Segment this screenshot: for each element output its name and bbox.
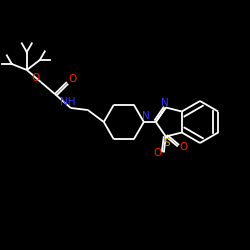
Text: O: O [180, 142, 188, 152]
Text: O: O [32, 73, 40, 83]
Text: N: N [142, 111, 150, 121]
Text: N: N [161, 98, 169, 108]
Text: O: O [69, 74, 77, 84]
Text: NH: NH [60, 97, 76, 107]
Text: S: S [164, 138, 170, 147]
Text: O: O [154, 148, 162, 158]
